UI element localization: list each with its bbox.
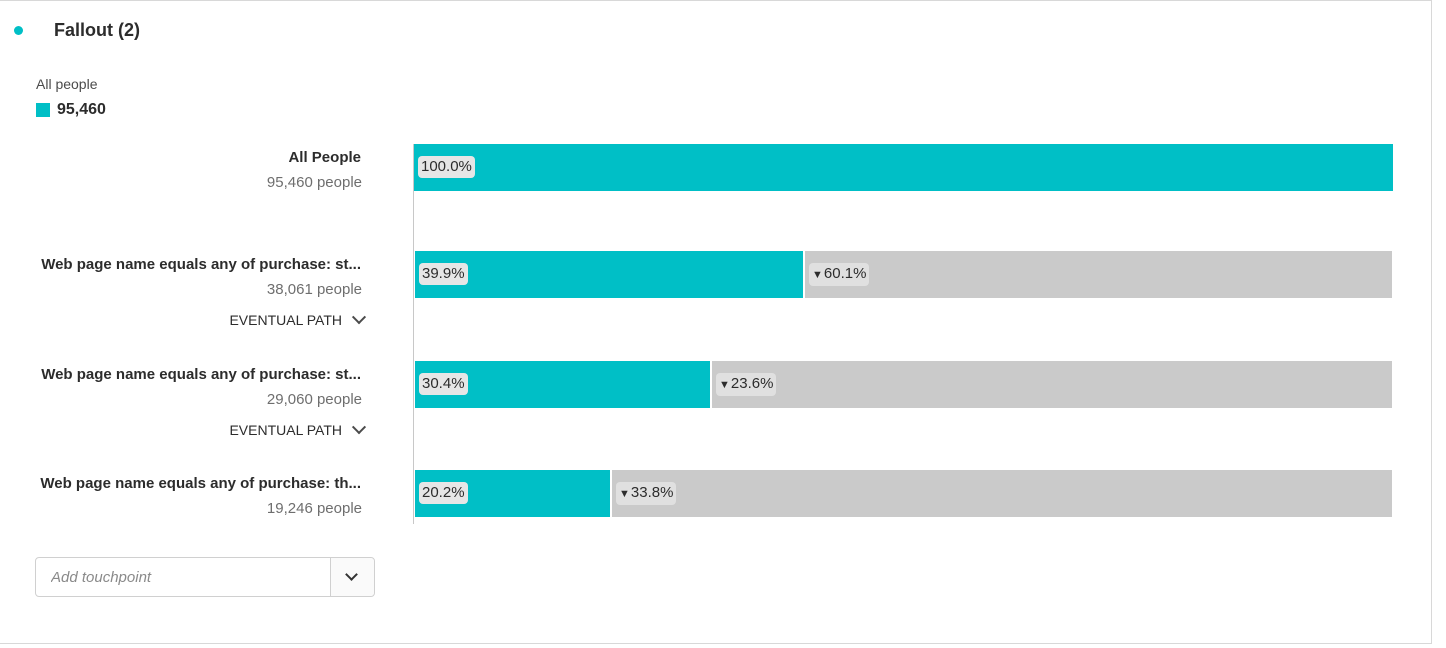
add-touchpoint-input[interactable] [36,558,332,596]
down-triangle-icon: ▼ [719,379,730,391]
step-name[interactable]: Web page name equals any of purchase: st… [41,366,361,383]
step-people-count: 38,061 people [266,281,362,298]
funnel-bar-track[interactable]: 39.9% ▼60.1% [415,251,1392,298]
step-people-count: 95,460 people [266,174,362,191]
fallout-drop-label: ▼60.1% [809,263,870,286]
step-people-count: 29,060 people [266,391,362,408]
funnel-bar-percent-label: 30.4% [419,373,468,395]
eventual-path-toggle[interactable]: EVENTUAL PATH [229,310,367,328]
legend-value: 95,460 [57,101,106,118]
add-touchpoint-combobox[interactable] [35,557,375,597]
panel-title[interactable]: Fallout (2) [54,20,140,40]
step-name[interactable]: All People [288,149,361,166]
fallout-drop-label: ▼33.8% [616,482,677,505]
legend-swatch [36,103,50,117]
legend-label: All people [36,76,98,92]
step-name[interactable]: Web page name equals any of purchase: st… [41,256,361,273]
step-name[interactable]: Web page name equals any of purchase: th… [40,475,361,492]
funnel-bar[interactable] [414,144,1393,191]
fallout-drop-value: 60.1% [823,265,867,282]
funnel-axis-line [413,144,414,524]
fallout-drop-value: 33.8% [630,484,674,501]
fallout-drop-value: 23.6% [730,375,774,392]
funnel-bar-track[interactable]: 20.2% ▼33.8% [415,470,1392,517]
chevron-down-icon [351,310,367,325]
eventual-path-toggle[interactable]: EVENTUAL PATH [229,420,367,438]
chevron-down-icon [345,568,358,581]
chevron-down-icon [351,420,367,435]
funnel-bar[interactable] [415,251,805,298]
down-triangle-icon: ▼ [619,488,630,500]
down-triangle-icon: ▼ [812,269,823,281]
funnel-bar-track[interactable]: 100.0% [414,144,1393,191]
eventual-path-label: EVENTUAL PATH [229,312,342,328]
funnel-bar-percent-label: 20.2% [419,482,468,504]
funnel-bar-track[interactable]: 30.4% ▼23.6% [415,361,1392,408]
step-people-count: 19,246 people [266,500,362,517]
funnel-bar-percent-label: 100.0% [418,156,475,178]
fallout-drop-label: ▼23.6% [716,373,777,396]
eventual-path-label: EVENTUAL PATH [229,422,342,438]
funnel-bar-percent-label: 39.9% [419,263,468,285]
add-touchpoint-dropdown-button[interactable] [330,558,374,596]
panel-status-dot-icon [14,26,23,35]
